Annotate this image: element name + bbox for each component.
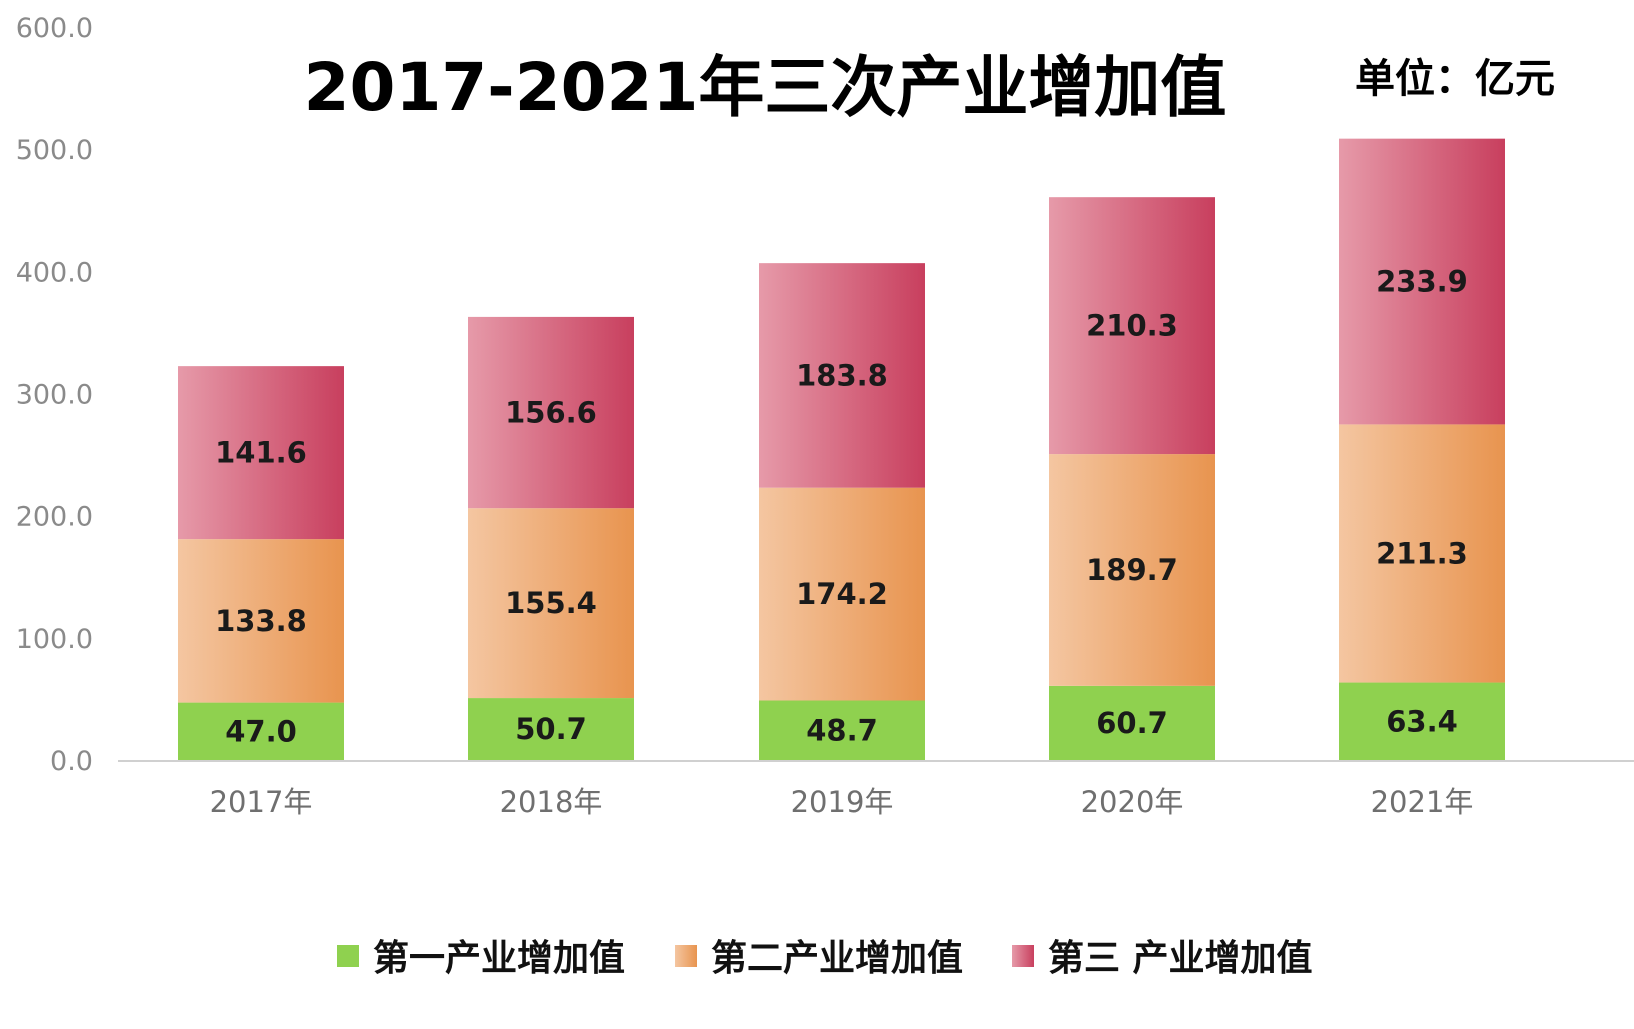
data-label: 211.3	[1376, 536, 1468, 570]
y-tick-label: 0.0	[50, 746, 93, 777]
data-label: 189.7	[1086, 553, 1178, 587]
data-label: 233.9	[1376, 265, 1468, 299]
bar-segment	[759, 263, 925, 488]
data-label: 210.3	[1086, 309, 1178, 343]
data-label: 133.8	[215, 604, 307, 638]
legend-label: 第二产业增加值	[711, 938, 963, 979]
bar-segment	[468, 316, 634, 509]
bar-segment	[468, 508, 634, 699]
legend-swatch	[1012, 945, 1034, 967]
data-label: 174.2	[796, 577, 888, 611]
bar-segment	[1049, 685, 1215, 760]
legend-label: 第三 产业增加值	[1048, 938, 1313, 979]
bar-segment	[1049, 454, 1215, 686]
chart-title: 2017-2021年三次产业增加值	[304, 49, 1227, 126]
y-tick-label: 200.0	[16, 502, 93, 533]
x-tick-label: 2017年	[210, 785, 313, 819]
y-axis: 0.0 100.0 200.0 300.0 400.0 500.0 600.0	[16, 13, 93, 777]
x-axis: 2017年 2018年 2019年 2020年 2021年	[118, 760, 1634, 819]
bar-segment	[178, 539, 344, 703]
data-label: 50.7	[515, 712, 587, 746]
data-label: 156.6	[505, 396, 597, 430]
bars: 47.0 133.8 141.6 50.7 155.4 156.6 48.7 174.2 183…	[178, 138, 1505, 760]
bar-segment	[178, 366, 344, 540]
y-tick-label: 100.0	[16, 624, 93, 655]
data-label: 63.4	[1386, 704, 1458, 738]
legend-swatch	[675, 945, 697, 967]
bar-segment	[1339, 424, 1505, 683]
y-tick-label: 400.0	[16, 257, 93, 288]
data-label: 60.7	[1096, 706, 1168, 740]
bar-segment	[1339, 138, 1505, 425]
x-tick-label: 2021年	[1371, 785, 1474, 819]
y-tick-label: 500.0	[16, 135, 93, 166]
legend-label: 第一产业增加值	[373, 938, 625, 979]
bar-segment	[759, 700, 925, 760]
data-label: 183.8	[796, 358, 888, 392]
y-tick-label: 600.0	[16, 13, 93, 44]
x-tick-label: 2018年	[500, 785, 603, 819]
bar-segment	[468, 698, 634, 760]
legend: 第一产业增加值 第二产业增加值 第三 产业增加值	[337, 938, 1313, 979]
bar-segment	[759, 487, 925, 701]
bar-segment	[178, 702, 344, 760]
y-tick-label: 300.0	[16, 380, 93, 411]
x-tick-label: 2019年	[791, 785, 894, 819]
unit-note: 单位：亿元	[1355, 56, 1555, 102]
data-label: 141.6	[215, 436, 307, 470]
data-label: 48.7	[806, 713, 878, 747]
bar-segment	[1339, 682, 1505, 760]
bar-segment	[1049, 197, 1215, 455]
legend-swatch	[337, 945, 359, 967]
data-label: 47.0	[225, 714, 297, 748]
data-label: 155.4	[505, 586, 597, 620]
x-tick-label: 2020年	[1081, 785, 1184, 819]
